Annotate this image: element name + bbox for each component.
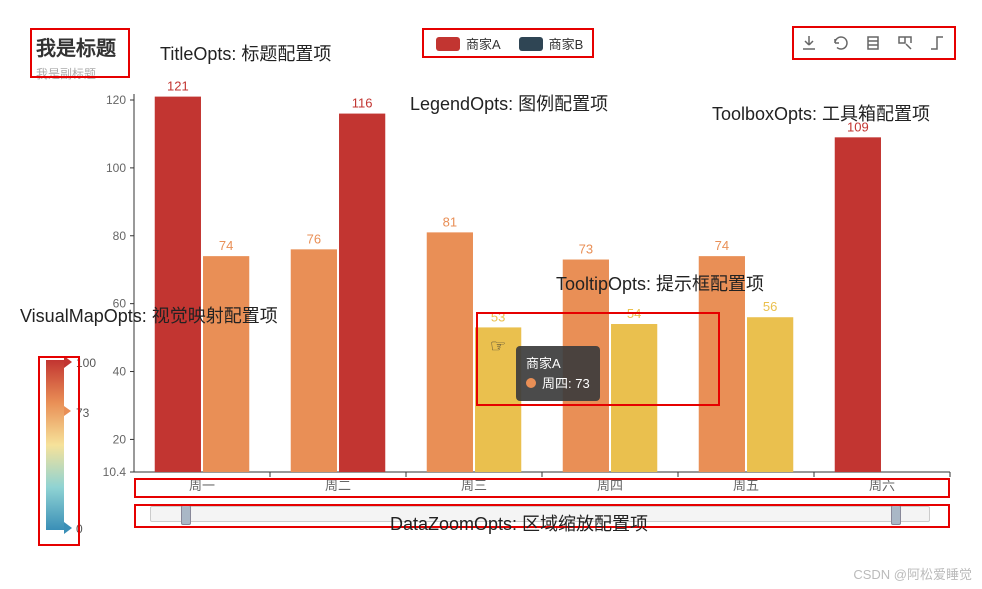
- bar-value-label: 76: [307, 231, 321, 246]
- visual-map-pointer: [64, 406, 71, 416]
- data-zoom-handle-left[interactable]: [181, 505, 191, 525]
- bar[interactable]: [611, 324, 657, 472]
- y-tick-label: 10.4: [103, 465, 127, 479]
- bar[interactable]: [291, 249, 337, 472]
- y-tick-label: 80: [113, 229, 127, 243]
- visual-map-label: 100: [76, 356, 96, 370]
- bar[interactable]: [427, 232, 473, 472]
- visual-map[interactable]: [46, 360, 64, 530]
- x-tick-label: 周二: [325, 478, 351, 493]
- x-tick-label: 周一: [189, 478, 215, 493]
- bar-value-label: 53: [491, 309, 505, 324]
- bar-value-label: 74: [715, 238, 729, 253]
- y-tick-label: 120: [106, 93, 126, 107]
- bar[interactable]: [747, 317, 793, 472]
- x-tick-label: 周五: [733, 478, 759, 493]
- annotation-label: VisualMapOpts: 视觉映射配置项: [20, 302, 278, 328]
- bar-value-label: 121: [167, 79, 189, 94]
- bar-value-label: 73: [579, 242, 593, 257]
- bar-value-label: 54: [627, 306, 641, 321]
- watermark: CSDN @阿松爱睡觉: [853, 564, 972, 583]
- annotation-label: TitleOpts: 标题配置项: [160, 40, 331, 66]
- y-tick-label: 100: [106, 161, 126, 175]
- bar[interactable]: [339, 114, 385, 472]
- bar-value-label: 81: [443, 214, 457, 229]
- annotation-label: LegendOpts: 图例配置项: [410, 90, 608, 116]
- visual-map-label: 73: [76, 406, 89, 420]
- annotation-label: DataZoomOpts: 区域缩放配置项: [390, 510, 648, 536]
- annotation-label: ToolboxOpts: 工具箱配置项: [712, 100, 930, 126]
- annotation-label: TooltipOpts: 提示框配置项: [556, 270, 764, 296]
- bar-chart: 10.420406080100120周一12174周二76116周三8153周四…: [0, 0, 982, 589]
- bar[interactable]: [475, 327, 521, 472]
- x-tick-label: 周六: [869, 478, 895, 493]
- bar-value-label: 74: [219, 238, 233, 253]
- data-zoom-handle-right[interactable]: [891, 505, 901, 525]
- y-tick-label: 40: [113, 365, 127, 379]
- visual-map-handle[interactable]: [64, 356, 72, 368]
- visual-map-label: 0: [76, 522, 83, 536]
- bar[interactable]: [835, 137, 881, 472]
- bar-value-label: 56: [763, 299, 777, 314]
- x-tick-label: 周三: [461, 478, 487, 493]
- x-tick-label: 周四: [597, 478, 623, 493]
- y-tick-label: 20: [113, 432, 127, 446]
- visual-map-handle[interactable]: [64, 522, 72, 534]
- bar[interactable]: [203, 256, 249, 472]
- bar-value-label: 116: [352, 96, 373, 111]
- bar[interactable]: [155, 97, 201, 472]
